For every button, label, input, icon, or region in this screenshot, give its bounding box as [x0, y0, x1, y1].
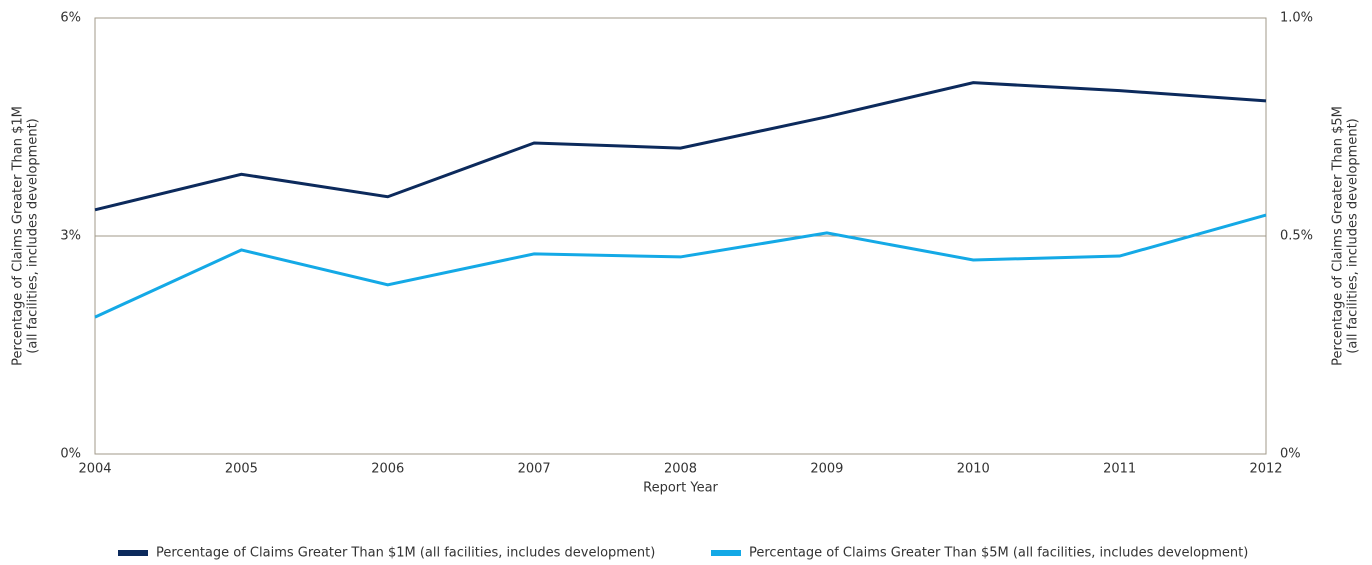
legend-label: Percentage of Claims Greater Than $1M (a… — [156, 546, 655, 561]
x-axis-label: Report Year — [643, 481, 718, 496]
x-tick-label: 2012 — [1249, 462, 1282, 477]
y-tick-label: 6% — [60, 11, 81, 26]
y-axis-label: (all facilities, includes development) — [26, 118, 41, 354]
x-tick-label: 2007 — [518, 462, 551, 477]
legend-swatch — [711, 550, 741, 556]
series-line — [94, 213, 1267, 319]
y-tick-label: 3% — [60, 229, 81, 244]
y2-axis-label: (all facilities, includes development) — [1346, 118, 1361, 354]
plot-border — [94, 17, 1267, 455]
y2-axis-label: Percentage of Claims Greater Than $5M — [1331, 106, 1346, 366]
x-tick-label: 2005 — [225, 462, 258, 477]
x-tick-label: 2006 — [371, 462, 404, 477]
series-line — [94, 81, 1267, 212]
y-axis-label: Percentage of Claims Greater Than $1M — [11, 106, 26, 366]
x-tick-label: 2011 — [1103, 462, 1136, 477]
x-tick-label: 2009 — [810, 462, 843, 477]
x-tick-label: 2004 — [78, 462, 111, 477]
x-tick-label: 2008 — [664, 462, 697, 477]
legend-swatch — [118, 550, 148, 556]
y2-tick-label: 0% — [1280, 447, 1301, 462]
legend-label: Percentage of Claims Greater Than $5M (a… — [749, 546, 1248, 561]
x-tick-label: 2010 — [957, 462, 990, 477]
y2-tick-label: 0.5% — [1280, 229, 1313, 244]
y2-tick-label: 1.0% — [1280, 11, 1313, 26]
y-tick-label: 0% — [60, 447, 81, 462]
